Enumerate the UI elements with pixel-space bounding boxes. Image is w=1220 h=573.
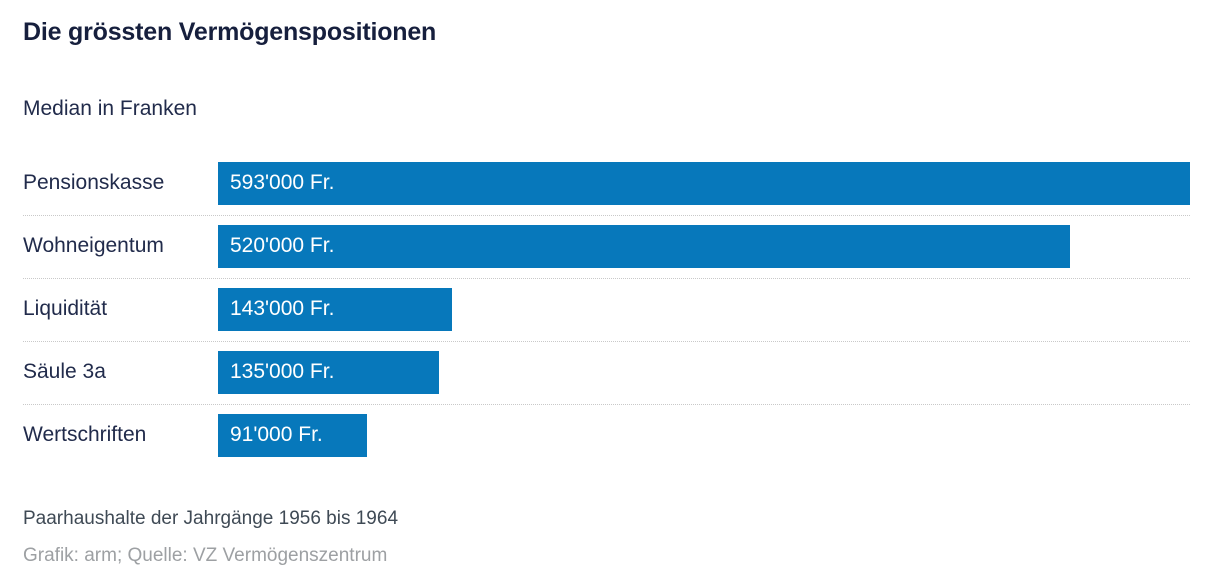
category-label: Wohneigentum: [23, 234, 164, 258]
bar-track: 91'000 Fr.: [218, 413, 1190, 457]
chart-title: Die grössten Vermögenspositionen: [23, 18, 437, 46]
chart-row: Säule 3a 135'000 Fr.: [23, 350, 1190, 394]
bar: 593'000 Fr.: [218, 161, 1190, 205]
category-label: Pensionskasse: [23, 171, 165, 195]
chart-row: Wertschriften 91'000 Fr.: [23, 413, 1190, 457]
row-separator: [23, 340, 1190, 342]
bar-chart: Pensionskasse 593'000 Fr. Wohneigentum 520'…: [23, 161, 1190, 457]
bar: 91'000 Fr.: [218, 413, 368, 457]
bar-value-label: 135'000 Fr.: [230, 360, 335, 384]
credit-line: Grafik: arm; Quelle: VZ Vermögenszentrum: [23, 544, 388, 566]
bar-track: 593'000 Fr.: [218, 161, 1190, 205]
bar-track: 135'000 Fr.: [218, 350, 1190, 394]
bar-value-label: 143'000 Fr.: [230, 297, 335, 321]
bar-track: 520'000 Fr.: [218, 224, 1190, 268]
bar-value-label: 91'000 Fr.: [230, 423, 323, 447]
row-separator: [23, 214, 1190, 216]
row-separator: [23, 403, 1190, 405]
category-label: Säule 3a: [23, 360, 106, 384]
category-label: Liquidität: [23, 297, 108, 321]
footnote: Paarhaushalte der Jahrgänge 1956 bis 196…: [23, 507, 399, 529]
bar: 135'000 Fr.: [218, 350, 440, 394]
chart-row: Wohneigentum 520'000 Fr.: [23, 224, 1190, 268]
bar-value-label: 593'000 Fr.: [230, 171, 335, 195]
row-separator: [23, 277, 1190, 279]
chart-subtitle: Median in Franken: [23, 96, 197, 120]
chart-row: Liquidität 143'000 Fr.: [23, 287, 1190, 331]
bar: 143'000 Fr.: [218, 287, 453, 331]
category-label: Wertschriften: [23, 423, 147, 447]
chart-row: Pensionskasse 593'000 Fr.: [23, 161, 1190, 205]
bar: 520'000 Fr.: [218, 224, 1071, 268]
bar-track: 143'000 Fr.: [218, 287, 1190, 331]
bar-value-label: 520'000 Fr.: [230, 234, 335, 258]
